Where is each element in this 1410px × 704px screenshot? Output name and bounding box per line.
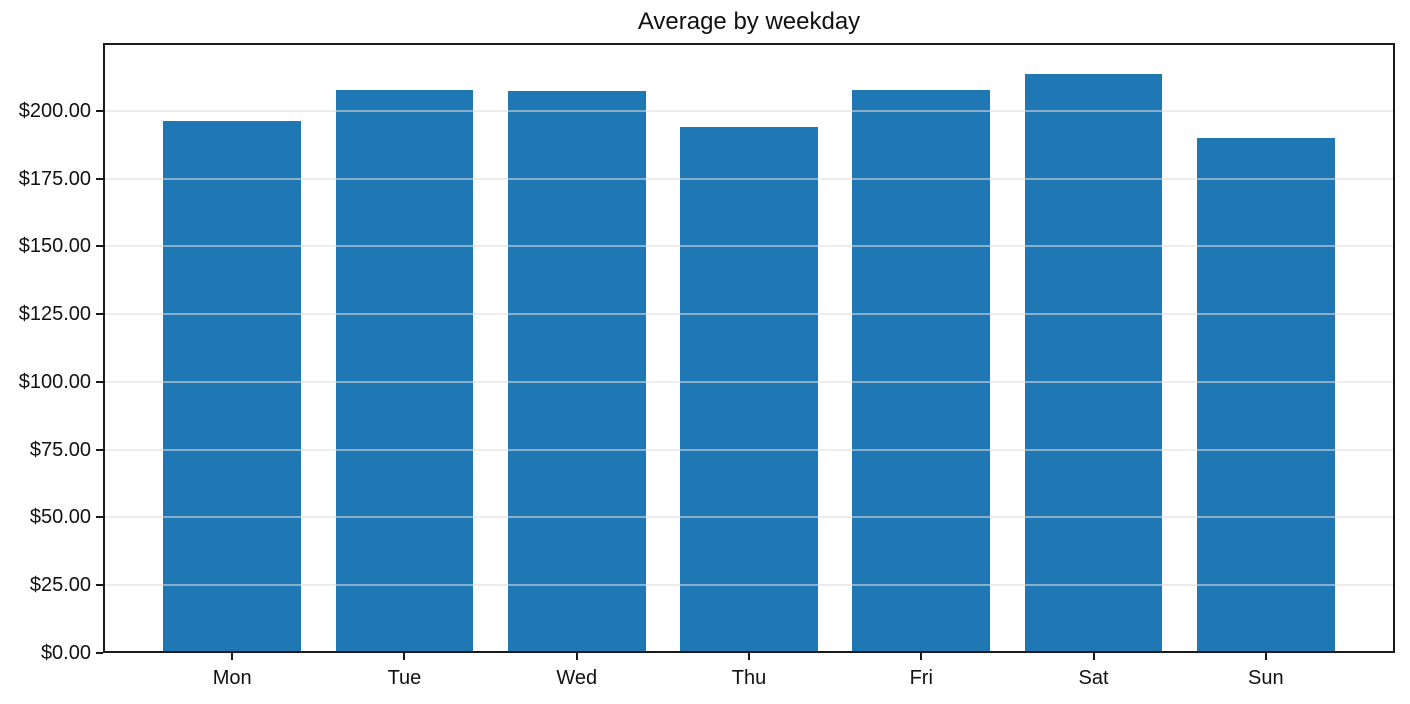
- y-tick-mark: [96, 109, 103, 112]
- x-tick-label-sat: Sat: [1078, 667, 1109, 689]
- y-tick-label: $175.00: [18, 167, 91, 190]
- chart-title: Average by weekday: [637, 8, 861, 35]
- y-tick-mark: [96, 448, 103, 451]
- gridline-25: [103, 584, 1395, 587]
- y-tick-label: $50.00: [29, 506, 91, 529]
- x-tick-label-fri: Fri: [909, 667, 933, 689]
- x-tick-label-thu: Thu: [731, 667, 767, 689]
- y-tick-label: $0.00: [40, 642, 91, 664]
- gridline-175: [103, 177, 1395, 180]
- gridline-75: [103, 448, 1395, 451]
- bar-mon: [163, 120, 302, 653]
- y-tick-mark: [96, 177, 103, 180]
- bar-wed: [507, 91, 646, 653]
- y-tick-mark: [96, 313, 103, 316]
- bar-sun: [1196, 137, 1335, 653]
- y-tick-label: $100.00: [18, 370, 91, 393]
- x-tick-label-mon: Mon: [212, 667, 252, 689]
- y-tick-label: $125.00: [18, 303, 91, 326]
- x-tick-mark: [1264, 653, 1267, 660]
- grid-layer: [103, 43, 1395, 653]
- bar-sat: [1024, 73, 1163, 653]
- gridline-150: [103, 245, 1395, 248]
- plot-area: [103, 43, 1395, 653]
- x-tick-label-sun: Sun: [1248, 667, 1284, 689]
- y-tick-mark: [96, 516, 103, 519]
- gridline-50: [103, 516, 1395, 519]
- y-tick-mark: [96, 584, 103, 587]
- y-tick-label: $200.00: [18, 99, 91, 122]
- x-tick-mark: [748, 653, 750, 660]
- gridline-200: [103, 109, 1395, 112]
- gridline-100: [103, 380, 1395, 383]
- x-tick-mark: [403, 653, 406, 660]
- y-tick-mark: [96, 245, 103, 248]
- y-tick-label: $150.00: [18, 235, 91, 258]
- bar-tue: [335, 90, 474, 653]
- x-tick-label-tue: Tue: [387, 667, 422, 689]
- bar-thu: [680, 127, 818, 653]
- x-tick-label-wed: Wed: [556, 667, 598, 689]
- x-tick-mark: [575, 653, 578, 660]
- bars-layer: [103, 43, 1395, 653]
- x-tick-mark: [231, 653, 234, 660]
- y-tick-mark: [96, 380, 103, 383]
- bar-fri: [852, 89, 991, 653]
- y-tick-mark: [96, 652, 103, 654]
- x-tick-mark: [1092, 653, 1095, 660]
- y-tick-label: $25.00: [29, 574, 91, 597]
- y-tick-label: $75.00: [29, 438, 91, 461]
- gridline-125: [103, 313, 1395, 316]
- x-tick-mark: [920, 653, 923, 660]
